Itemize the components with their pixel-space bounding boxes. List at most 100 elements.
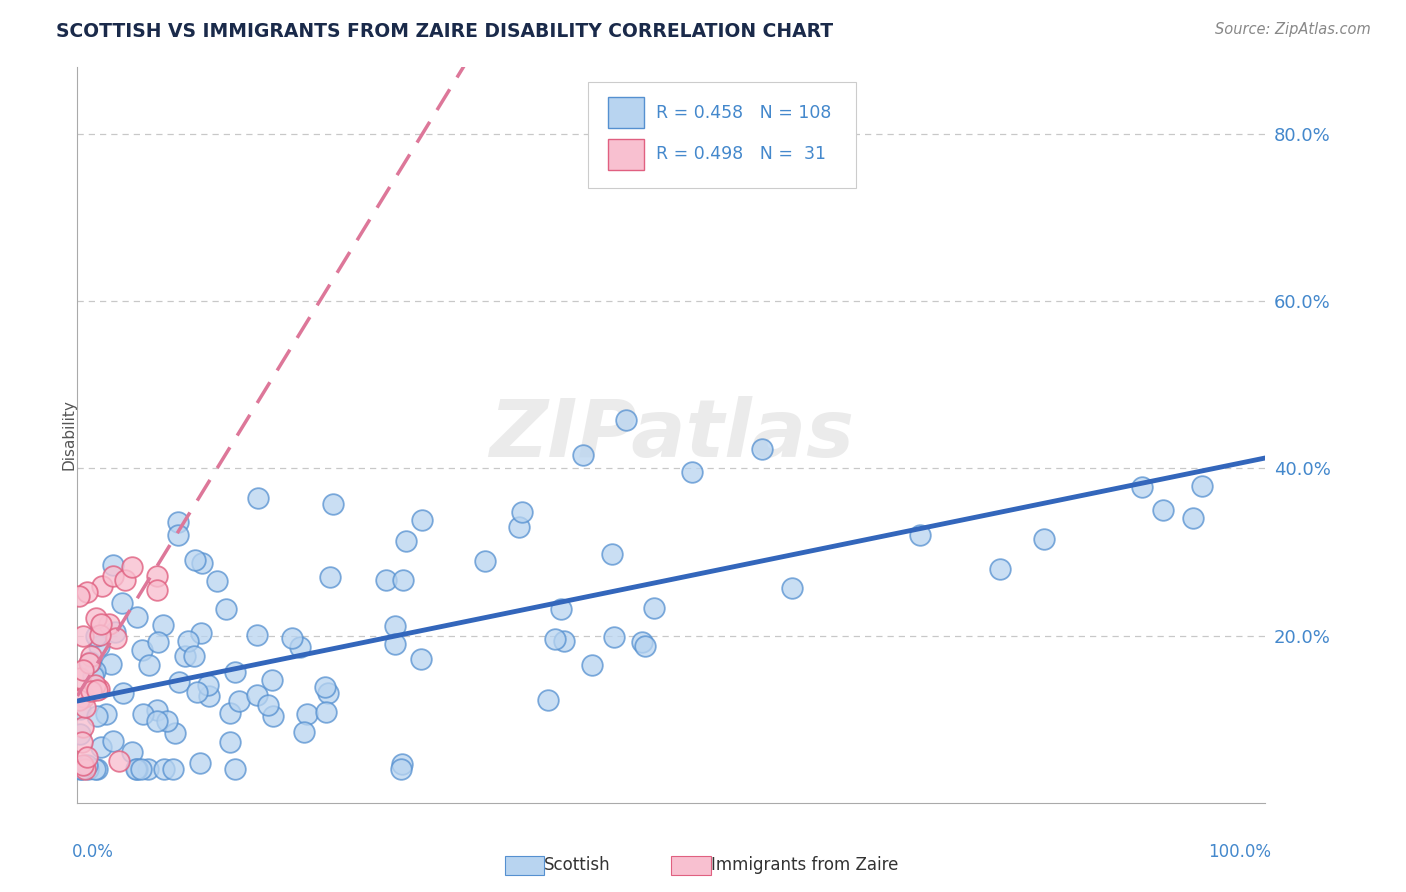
Point bbox=[190, 626, 212, 640]
Point bbox=[186, 685, 208, 699]
Point bbox=[246, 491, 269, 505]
Point bbox=[98, 617, 121, 632]
Point bbox=[72, 663, 94, 677]
Point bbox=[988, 562, 1011, 576]
Point bbox=[82, 669, 104, 683]
Text: 100.0%: 100.0% bbox=[1208, 843, 1271, 862]
Point bbox=[681, 465, 703, 479]
Point bbox=[152, 618, 174, 632]
Point bbox=[127, 762, 149, 776]
Point bbox=[83, 664, 105, 678]
Point bbox=[391, 762, 413, 776]
Point bbox=[215, 601, 238, 615]
Point bbox=[631, 634, 654, 648]
Point bbox=[643, 601, 665, 615]
Text: SCOTTISH VS IMMIGRANTS FROM ZAIRE DISABILITY CORRELATION CHART: SCOTTISH VS IMMIGRANTS FROM ZAIRE DISABI… bbox=[56, 22, 834, 41]
Point bbox=[76, 584, 98, 599]
Point bbox=[474, 554, 496, 568]
Point bbox=[256, 698, 278, 713]
Point bbox=[90, 578, 112, 592]
Point bbox=[145, 569, 167, 583]
Point bbox=[262, 708, 284, 723]
Point bbox=[572, 448, 595, 462]
Point bbox=[125, 762, 148, 776]
Point bbox=[167, 528, 190, 542]
Point bbox=[1032, 533, 1054, 547]
Point bbox=[751, 442, 773, 457]
Point bbox=[90, 739, 112, 754]
Point bbox=[190, 556, 212, 570]
Point bbox=[537, 692, 560, 706]
Point bbox=[131, 643, 153, 657]
Point bbox=[1152, 502, 1174, 516]
Point bbox=[76, 749, 98, 764]
Point bbox=[103, 558, 125, 573]
Point bbox=[101, 569, 124, 583]
Point bbox=[86, 682, 108, 697]
Text: Source: ZipAtlas.com: Source: ZipAtlas.com bbox=[1215, 22, 1371, 37]
FancyBboxPatch shape bbox=[588, 81, 855, 188]
Point bbox=[146, 714, 169, 728]
Point bbox=[246, 688, 269, 702]
Point bbox=[167, 675, 190, 690]
Point bbox=[138, 762, 160, 776]
Point bbox=[614, 412, 637, 426]
Point bbox=[581, 658, 603, 673]
Point bbox=[288, 640, 311, 654]
Point bbox=[246, 627, 269, 641]
Point bbox=[84, 678, 107, 692]
Point bbox=[188, 756, 211, 770]
Point bbox=[67, 589, 90, 603]
Point bbox=[73, 699, 96, 714]
Point bbox=[314, 681, 336, 695]
Point bbox=[75, 762, 97, 776]
Point bbox=[375, 573, 398, 587]
Point bbox=[219, 734, 242, 748]
FancyBboxPatch shape bbox=[609, 139, 644, 170]
Point bbox=[86, 762, 108, 776]
Point bbox=[156, 714, 179, 728]
Point bbox=[90, 616, 112, 631]
Point bbox=[411, 513, 433, 527]
Point bbox=[260, 673, 283, 687]
Point bbox=[72, 762, 94, 776]
Point bbox=[114, 573, 136, 587]
Point bbox=[105, 631, 128, 645]
Point bbox=[84, 762, 107, 776]
Point bbox=[297, 707, 319, 722]
Point bbox=[132, 706, 155, 721]
Point bbox=[70, 735, 93, 749]
Text: R = 0.458   N = 108: R = 0.458 N = 108 bbox=[657, 103, 831, 121]
Point bbox=[391, 756, 413, 771]
Point bbox=[69, 671, 91, 685]
Point bbox=[73, 690, 96, 705]
Point bbox=[76, 758, 98, 772]
FancyBboxPatch shape bbox=[505, 855, 544, 875]
Point bbox=[94, 706, 117, 721]
Point bbox=[177, 634, 200, 648]
Point bbox=[146, 703, 169, 717]
Point bbox=[148, 635, 170, 649]
Point bbox=[205, 574, 228, 588]
FancyBboxPatch shape bbox=[609, 97, 644, 128]
Point bbox=[384, 636, 406, 650]
Point bbox=[129, 762, 152, 776]
Point bbox=[224, 665, 246, 679]
Point bbox=[121, 560, 143, 574]
Text: Scottish: Scottish bbox=[544, 855, 610, 873]
Point bbox=[69, 762, 91, 776]
Point bbox=[411, 651, 433, 665]
Point bbox=[86, 708, 108, 723]
Point bbox=[80, 648, 103, 663]
Point bbox=[100, 657, 122, 672]
Point bbox=[633, 639, 655, 653]
Point bbox=[544, 632, 567, 646]
Point bbox=[197, 689, 219, 703]
Point bbox=[112, 686, 135, 700]
Point bbox=[121, 746, 143, 760]
Point bbox=[108, 754, 131, 768]
Point bbox=[318, 570, 340, 584]
Point bbox=[72, 720, 94, 734]
Point bbox=[280, 632, 302, 646]
Point bbox=[89, 628, 111, 642]
